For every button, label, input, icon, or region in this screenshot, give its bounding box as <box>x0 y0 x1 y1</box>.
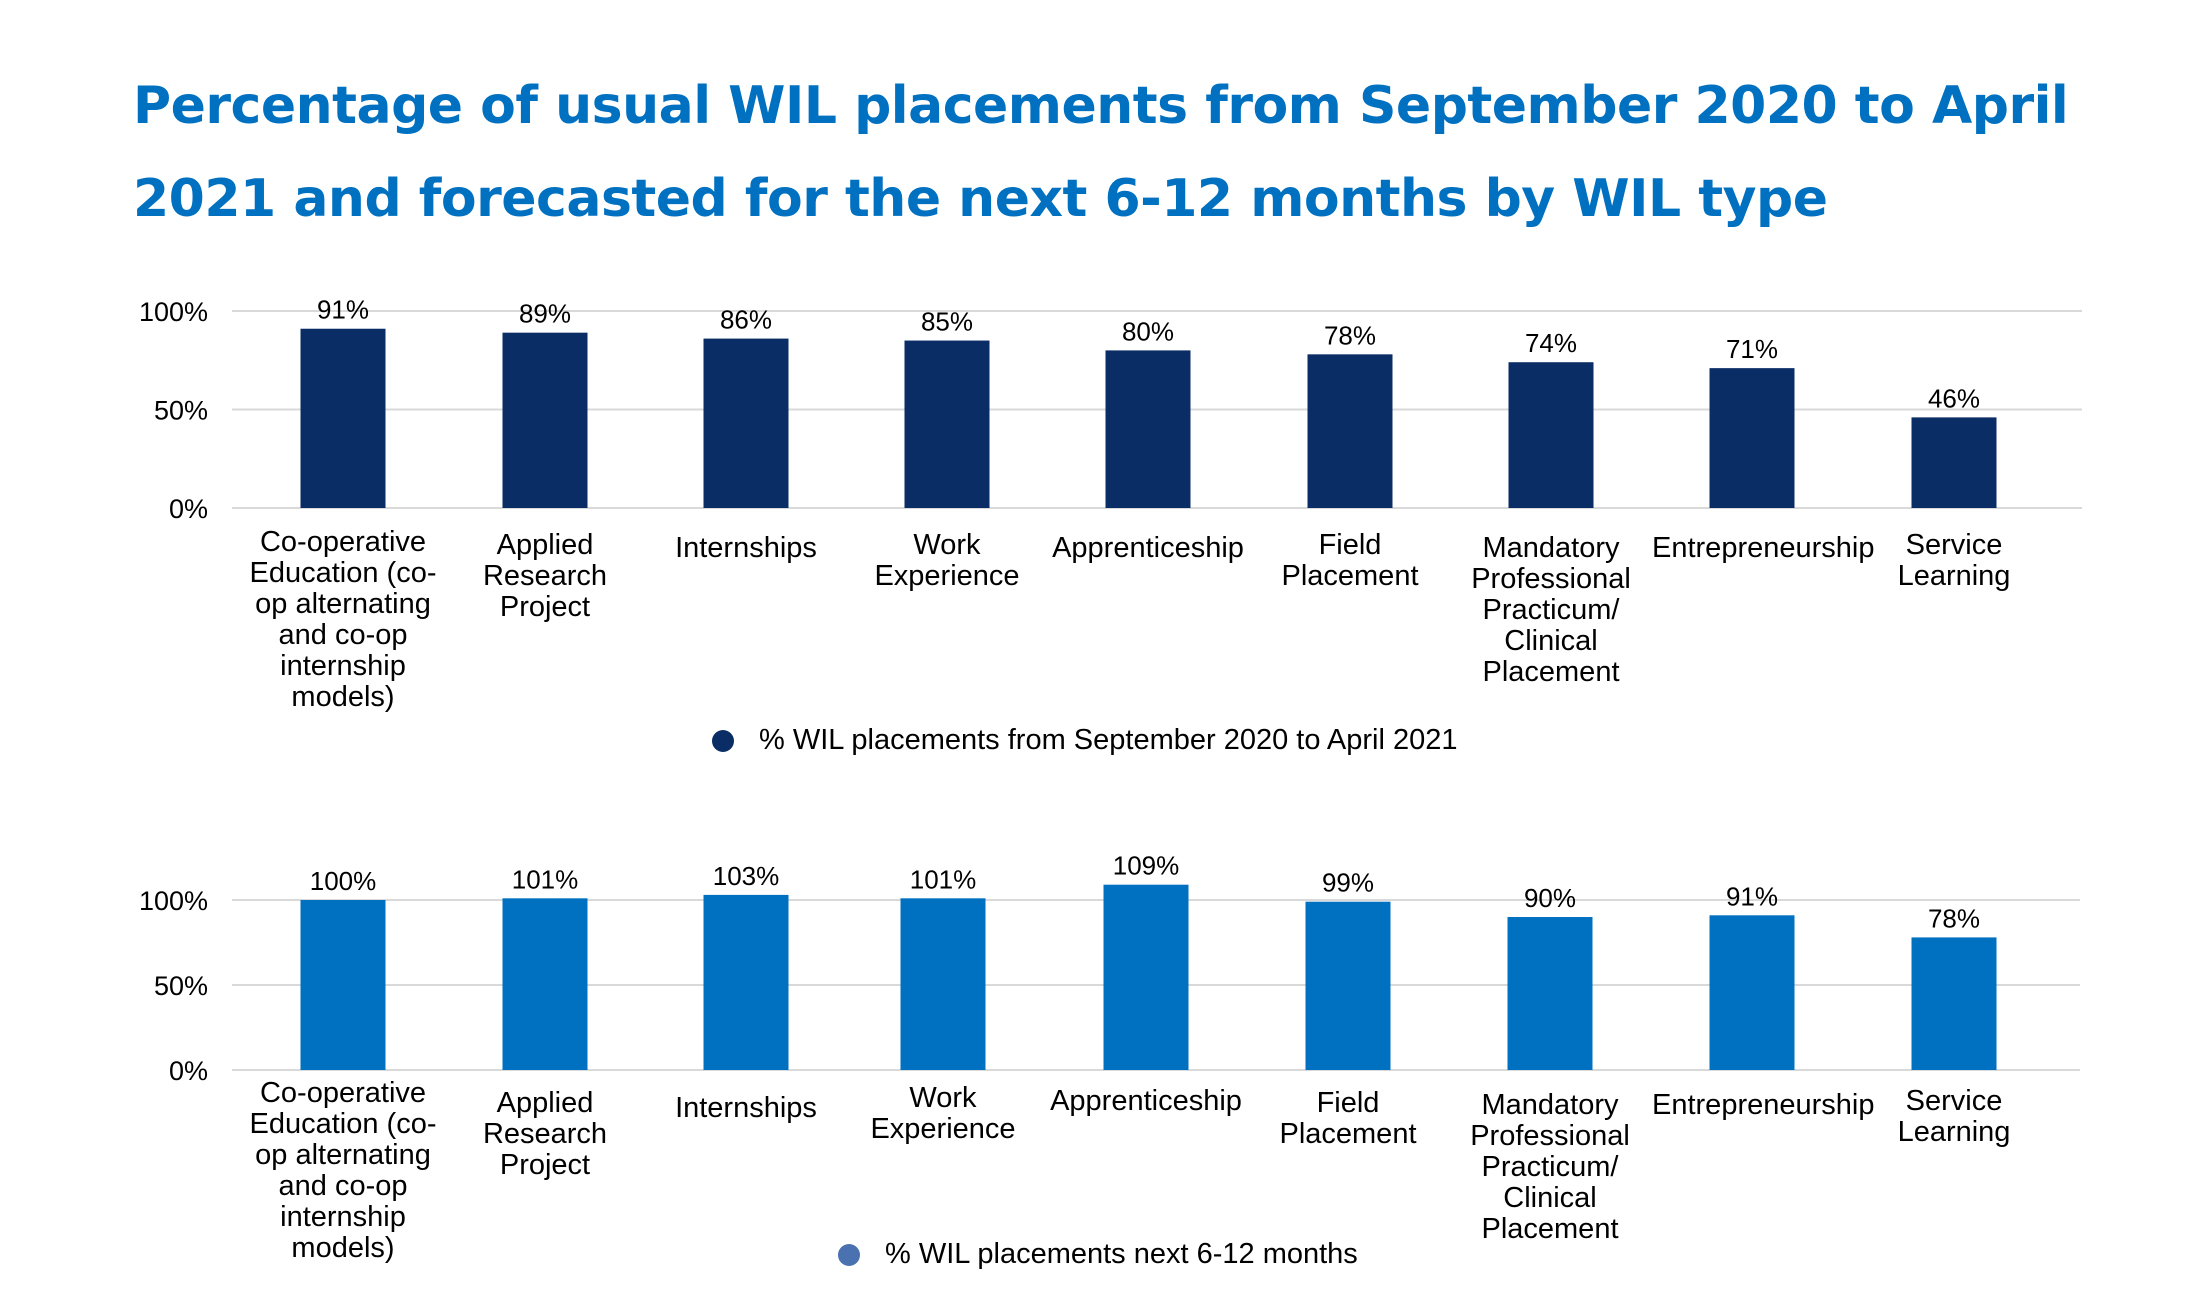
bar <box>703 894 789 1070</box>
x-category-label: Entrepreneurship <box>1652 1089 1875 1121</box>
data-label: 101% <box>512 864 579 894</box>
data-label: 46% <box>1928 383 1980 413</box>
x-category-label: Applied Research Project <box>482 529 608 623</box>
top-bar-chart: 0% 50% 100% 91% 89% 86% 85% 80% 78% 74% 71% 46% <box>139 295 2082 524</box>
bar <box>1507 917 1593 1070</box>
x-category-label: Mandatory Professional Practicum/ Clinic… <box>1470 1089 1630 1245</box>
x-category-label: Apprenticeship <box>1052 532 1244 564</box>
y-tick-label: 0% <box>169 1056 208 1086</box>
y-tick-label: 50% <box>154 396 208 426</box>
data-label: 100% <box>310 866 377 896</box>
x-category-label: Work Experience <box>874 529 1020 592</box>
bottom-legend-label: % WIL placements next 6-12 months <box>885 1238 1358 1270</box>
bar <box>1709 915 1795 1070</box>
top-legend-label: % WIL placements from September 2020 to … <box>759 724 1458 756</box>
data-label: 91% <box>317 295 369 325</box>
data-label: 78% <box>1324 320 1376 350</box>
top-legend-marker <box>712 729 734 752</box>
bar <box>1508 362 1594 508</box>
x-category-label: Internships <box>675 532 817 564</box>
data-label: 91% <box>1726 881 1778 911</box>
bar <box>1911 937 1997 1070</box>
page-title: Percentage of usual WIL placements from … <box>133 76 2069 229</box>
y-tick-label: 100% <box>139 297 208 327</box>
data-label: 71% <box>1726 334 1778 364</box>
data-label: 99% <box>1322 868 1374 898</box>
x-category-label: Field Placement <box>1281 529 1419 592</box>
x-category-label: Service Learning <box>1897 529 2011 592</box>
x-category-label: Internships <box>675 1092 817 1124</box>
x-category-label: Entrepreneurship <box>1652 532 1875 564</box>
data-label: 74% <box>1525 328 1577 358</box>
bottom-bar-chart: 0% 50% 100% 100% 101% 103% 101% 109% 99% 90% 91% 78… <box>139 851 2080 1086</box>
bar <box>1911 417 1997 508</box>
bar <box>300 900 386 1070</box>
bar <box>1103 884 1189 1070</box>
data-label: 109% <box>1113 851 1180 881</box>
bar <box>703 338 789 508</box>
x-category-label: Apprenticeship <box>1050 1085 1242 1117</box>
bar <box>900 898 986 1070</box>
bar <box>1305 901 1391 1070</box>
bar <box>1709 368 1795 508</box>
bar <box>300 328 386 508</box>
bar <box>502 332 588 508</box>
data-label: 90% <box>1524 883 1576 913</box>
x-category-label: Work Experience <box>870 1082 1016 1145</box>
bar <box>1105 350 1191 508</box>
y-tick-label: 50% <box>154 971 208 1001</box>
x-category-label: Mandatory Professional Practicum/ Clinic… <box>1471 532 1631 688</box>
x-category-label: Service Learning <box>1897 1085 2011 1148</box>
data-label: 103% <box>713 861 780 891</box>
data-label: 85% <box>921 307 973 337</box>
bottom-legend-marker <box>838 1243 860 1266</box>
x-category-label: Co-operative Education (co-op alternatin… <box>249 526 437 713</box>
data-label: 89% <box>519 299 571 329</box>
bar <box>904 340 990 508</box>
bar <box>1307 354 1393 508</box>
data-label: 80% <box>1122 316 1174 346</box>
data-label: 86% <box>720 305 772 335</box>
x-category-label: Co-operative Education (co-op alternatin… <box>249 1077 437 1264</box>
y-tick-label: 100% <box>139 886 208 916</box>
top-chart-legend: % WIL placements from September 2020 to … <box>712 724 1458 757</box>
bottom-chart-legend: % WIL placements next 6-12 months <box>838 1238 1358 1271</box>
data-label: 78% <box>1928 903 1980 933</box>
y-tick-label: 0% <box>169 494 208 524</box>
x-category-label: Field Placement <box>1279 1087 1417 1150</box>
x-category-label: Applied Research Project <box>482 1087 608 1181</box>
data-label: 101% <box>910 864 977 894</box>
bar <box>502 898 588 1070</box>
